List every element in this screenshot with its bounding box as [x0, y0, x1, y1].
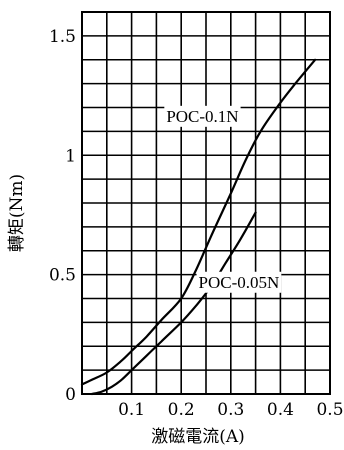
y-axis-label: 轉矩(Nm): [7, 174, 27, 252]
series-label-poc-0-05n: POC-0.05N: [199, 273, 280, 292]
series-label-poc-0-1n: POC-0.1N: [166, 107, 238, 126]
y-tick-label: 1.5: [49, 27, 76, 47]
x-tick-label: 0.4: [267, 400, 294, 420]
series-label-group: POC-0.05N: [196, 271, 282, 293]
y-tick-label: 0.5: [49, 266, 76, 286]
series-line-poc-0-05n: [90, 211, 257, 396]
x-tick-label: 0.5: [316, 400, 343, 420]
x-axis-label: 激磁電流(A): [151, 427, 245, 447]
x-tick-label: 0.3: [217, 400, 244, 420]
y-tick-label: 1: [65, 146, 76, 166]
y-tick-labels: 0 0.5 1 1.5: [49, 27, 76, 405]
x-tick-label: 0.2: [168, 400, 195, 420]
y-tick-label: 0: [65, 385, 76, 405]
x-tick-labels: 0.1 0.2 0.3 0.4 0.5: [118, 400, 343, 420]
x-tick-label: 0.1: [118, 400, 145, 420]
curves: [80, 58, 317, 396]
series-labels: POC-0.1N POC-0.05N: [164, 105, 282, 293]
series-label-background: [164, 105, 241, 127]
series-line-poc-0-1n: [80, 58, 317, 386]
plot-frame: [81, 11, 331, 395]
series-label-background: [196, 271, 282, 293]
grid: [82, 12, 330, 394]
series-label-group: POC-0.1N: [164, 105, 241, 127]
